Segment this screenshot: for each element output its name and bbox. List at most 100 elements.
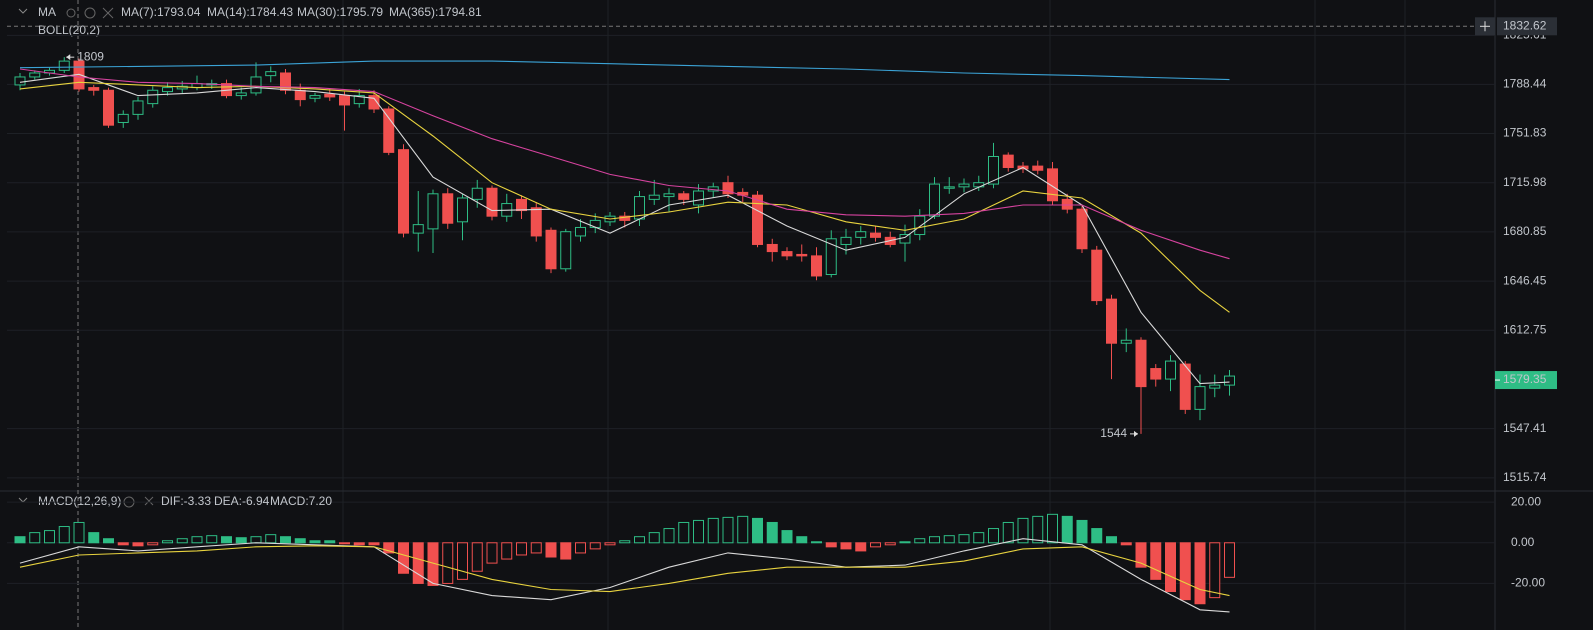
candle-body bbox=[147, 89, 159, 105]
settings-icon[interactable] bbox=[84, 7, 96, 19]
y-tick-label: 1515.74 bbox=[1503, 470, 1547, 484]
macd-bar bbox=[1165, 542, 1176, 593]
macd-bar bbox=[501, 542, 513, 560]
extreme-arrow-head bbox=[1134, 430, 1138, 437]
macd-bar bbox=[88, 532, 100, 544]
candle-body bbox=[825, 238, 837, 276]
candle-body bbox=[88, 87, 100, 91]
candle-body bbox=[58, 60, 70, 71]
macd-bar bbox=[1194, 542, 1206, 605]
candle-body bbox=[309, 95, 321, 99]
candle-body bbox=[103, 89, 114, 126]
candle-body bbox=[235, 92, 247, 97]
legend-entry: DEA:-6.94 bbox=[214, 494, 270, 508]
legend-entry: MA(30):1795.79 bbox=[297, 5, 383, 19]
candle-body bbox=[457, 197, 468, 223]
macd-bar bbox=[855, 542, 867, 552]
macd-bar bbox=[796, 536, 808, 544]
visibility-icon[interactable] bbox=[66, 8, 76, 18]
candle-body bbox=[796, 253, 808, 257]
collapse-icon[interactable] bbox=[18, 8, 28, 14]
macd-bar bbox=[648, 532, 660, 544]
y-tick-label: 20.00 bbox=[1511, 494, 1541, 508]
crosshair-label: 1832.62 bbox=[1503, 18, 1547, 32]
candle-body bbox=[427, 193, 439, 230]
candle-body bbox=[752, 194, 763, 245]
candle-body bbox=[132, 100, 144, 115]
candle-body bbox=[1091, 249, 1103, 302]
candle-body bbox=[1002, 154, 1014, 168]
legend-entry: DIF:-3.33 bbox=[161, 494, 211, 508]
y-tick-label: 1751.83 bbox=[1503, 126, 1547, 140]
candle-body bbox=[162, 87, 173, 93]
macd-bar bbox=[117, 542, 129, 546]
candle-body bbox=[353, 95, 365, 105]
macd-bar bbox=[1209, 542, 1221, 599]
macd-bar bbox=[516, 542, 527, 556]
candle-body bbox=[663, 193, 675, 198]
candle-body bbox=[339, 95, 350, 106]
candle-body bbox=[1032, 165, 1044, 171]
candle-body bbox=[1194, 386, 1206, 410]
candle-body bbox=[1076, 208, 1088, 250]
high-label: 1809 bbox=[77, 49, 104, 63]
macd-bar bbox=[575, 542, 586, 554]
candle-body bbox=[811, 255, 822, 277]
macd-bar bbox=[1091, 528, 1103, 544]
legend-entry: MA(7):1793.04 bbox=[121, 5, 201, 19]
candle-body bbox=[530, 207, 542, 237]
candle-body bbox=[929, 183, 940, 217]
macd-bar bbox=[678, 521, 690, 544]
ma-line bbox=[19, 73, 1230, 385]
macd-bar bbox=[383, 542, 395, 554]
last-price-label: 1579.35 bbox=[1503, 372, 1547, 386]
candle-body bbox=[1120, 339, 1132, 344]
macd-bar bbox=[44, 530, 55, 544]
candle-body bbox=[545, 229, 557, 270]
macd-bar bbox=[73, 521, 85, 544]
macd-bar bbox=[206, 535, 218, 544]
candle-body bbox=[914, 215, 926, 236]
candle-body bbox=[1047, 168, 1058, 202]
macd-bar bbox=[589, 542, 601, 550]
ma-line bbox=[19, 60, 1230, 81]
macd-bar bbox=[147, 542, 159, 546]
candle-body bbox=[1165, 360, 1176, 380]
candle-body bbox=[368, 95, 380, 110]
candle-body bbox=[575, 226, 586, 237]
candle-body bbox=[781, 251, 793, 257]
candle-body bbox=[280, 72, 291, 91]
indicator-label: MACD(12,26,9) bbox=[38, 494, 121, 508]
macd-line bbox=[19, 538, 1230, 613]
macd-bar bbox=[899, 541, 911, 544]
candle-body bbox=[870, 232, 881, 238]
candle-body bbox=[943, 186, 955, 189]
candle-body bbox=[722, 182, 734, 195]
macd-bar bbox=[973, 532, 985, 544]
macd-bar bbox=[29, 532, 41, 544]
close-icon[interactable] bbox=[102, 7, 114, 19]
candle-body bbox=[383, 108, 395, 153]
macd-bar bbox=[752, 517, 763, 544]
close-icon[interactable] bbox=[144, 496, 154, 506]
macd-bar bbox=[1224, 542, 1235, 578]
macd-bar bbox=[162, 540, 173, 544]
y-tick-label: -20.00 bbox=[1511, 576, 1545, 590]
candle-body bbox=[1179, 363, 1191, 410]
macd-bar bbox=[250, 536, 262, 544]
macd-bar bbox=[722, 516, 734, 544]
candle-body bbox=[117, 113, 129, 123]
macd-bar bbox=[1002, 521, 1014, 544]
macd-bar bbox=[14, 536, 26, 544]
macd-bar bbox=[353, 542, 365, 546]
y-tick-label: 1646.45 bbox=[1503, 273, 1547, 287]
candle-body bbox=[855, 231, 867, 238]
candle-body bbox=[442, 193, 454, 224]
candle-body bbox=[1224, 375, 1235, 386]
crosshair-label-bg bbox=[1497, 17, 1557, 36]
macd-bar bbox=[294, 538, 306, 544]
ma-line bbox=[19, 68, 1230, 260]
macd-bar bbox=[1017, 517, 1029, 544]
y-tick-label: 0.00 bbox=[1511, 535, 1535, 549]
macd-bar bbox=[324, 540, 336, 544]
